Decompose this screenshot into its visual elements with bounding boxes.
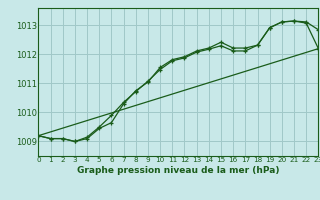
X-axis label: Graphe pression niveau de la mer (hPa): Graphe pression niveau de la mer (hPa) (77, 166, 280, 175)
